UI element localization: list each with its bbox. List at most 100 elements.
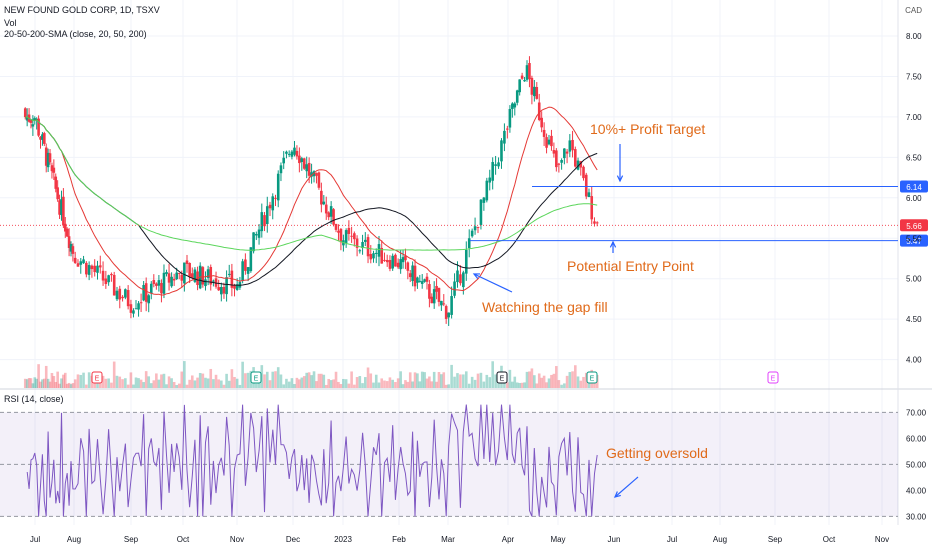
volume-bar <box>104 378 108 388</box>
volume-bar <box>260 365 264 388</box>
volume-bar <box>545 382 548 388</box>
volume-bar <box>430 381 434 388</box>
candle-body <box>121 296 124 299</box>
candle-body <box>550 135 553 147</box>
volume-bar <box>149 383 153 388</box>
volume-bar <box>188 379 191 388</box>
candle-body <box>470 230 474 237</box>
volume-bar <box>155 373 158 388</box>
candle-body <box>361 242 364 249</box>
volume-bar <box>482 381 486 388</box>
candle-body <box>180 274 184 281</box>
candle-body <box>485 180 489 201</box>
candle-body <box>332 209 335 225</box>
volume-bar <box>579 380 583 388</box>
candle-body <box>107 275 110 283</box>
volume-bar <box>110 382 113 388</box>
candle-body <box>334 223 338 230</box>
earnings-marker-text-3: E <box>590 376 595 383</box>
volume-bar <box>233 376 236 388</box>
candle-body <box>129 304 133 313</box>
volume-bar <box>285 378 288 388</box>
candle-body <box>124 289 127 298</box>
volume-bar <box>334 371 338 388</box>
candle-body <box>317 172 321 188</box>
volume-bar <box>574 365 577 388</box>
candle-body <box>295 150 299 157</box>
volume-bar <box>139 379 143 388</box>
volume-bar <box>447 384 450 388</box>
rsi-tick-4: 70.00 <box>906 408 927 417</box>
volume-label: Vol <box>4 18 17 28</box>
volume-bar <box>170 378 173 388</box>
candle-body <box>96 265 99 273</box>
volume-bar <box>557 380 561 388</box>
candle-body <box>327 212 330 218</box>
candle-body <box>497 162 500 167</box>
candle-body <box>571 139 574 151</box>
price-tick-5: 6.50 <box>906 153 922 162</box>
candle-body <box>388 260 392 269</box>
volume-bar <box>271 371 275 388</box>
candle-body <box>329 206 333 217</box>
candle-body <box>165 272 168 275</box>
volume-bar <box>225 373 228 388</box>
price-tick-0: 4.00 <box>906 356 922 365</box>
volume-bar <box>157 379 161 388</box>
candle-body <box>54 176 58 189</box>
volume-bar <box>165 384 168 388</box>
volume-bar <box>162 373 166 388</box>
volume-bar <box>503 383 506 388</box>
volume-bar <box>201 373 205 388</box>
candle-body <box>523 80 526 82</box>
volume-bar <box>312 371 316 388</box>
candle-body <box>337 230 340 233</box>
price-tick-1: 4.50 <box>906 315 922 324</box>
volume-bar <box>515 382 519 388</box>
volume-bar <box>227 380 231 388</box>
volume-bar <box>298 379 301 388</box>
candle-body <box>453 281 456 296</box>
candle-body <box>462 272 465 288</box>
candle-body <box>244 259 247 271</box>
volume-bar <box>167 376 171 388</box>
earnings-marker-text-0: E <box>95 376 100 383</box>
candle-body <box>183 262 186 284</box>
candle-body <box>157 280 161 286</box>
candle-body <box>69 244 73 252</box>
candle-body <box>233 285 236 289</box>
candle-body <box>590 196 594 220</box>
candle-body <box>364 239 367 242</box>
volume-bar <box>310 375 313 388</box>
candle-body <box>593 221 596 224</box>
candle-body <box>444 306 448 319</box>
candle-body <box>35 118 38 120</box>
volume-bar <box>85 384 88 388</box>
volume-bar <box>305 372 308 388</box>
volume-bar <box>353 384 356 388</box>
candle-body <box>23 108 27 118</box>
volume-bar <box>185 384 189 388</box>
candle-body <box>565 151 569 154</box>
volume-bar <box>244 373 247 388</box>
candle-body <box>217 287 220 291</box>
volume-bar <box>268 380 272 388</box>
time-tick-14: Sep <box>768 535 783 544</box>
price-tick-4: 6.00 <box>906 194 922 203</box>
volume-bar <box>388 377 392 388</box>
volume-bar <box>462 374 465 388</box>
volume-bar <box>196 377 199 388</box>
candle-body <box>582 166 585 179</box>
volume-bar <box>39 381 42 388</box>
volume-bar <box>198 372 202 388</box>
candle-body <box>177 272 181 274</box>
candle-body <box>310 172 313 177</box>
price-tick-8: 8.00 <box>906 32 922 41</box>
candle-body <box>274 197 277 199</box>
candle-body <box>62 196 65 226</box>
volume-bar <box>82 372 85 388</box>
volume-bar <box>322 374 326 388</box>
candle-body <box>557 163 561 165</box>
